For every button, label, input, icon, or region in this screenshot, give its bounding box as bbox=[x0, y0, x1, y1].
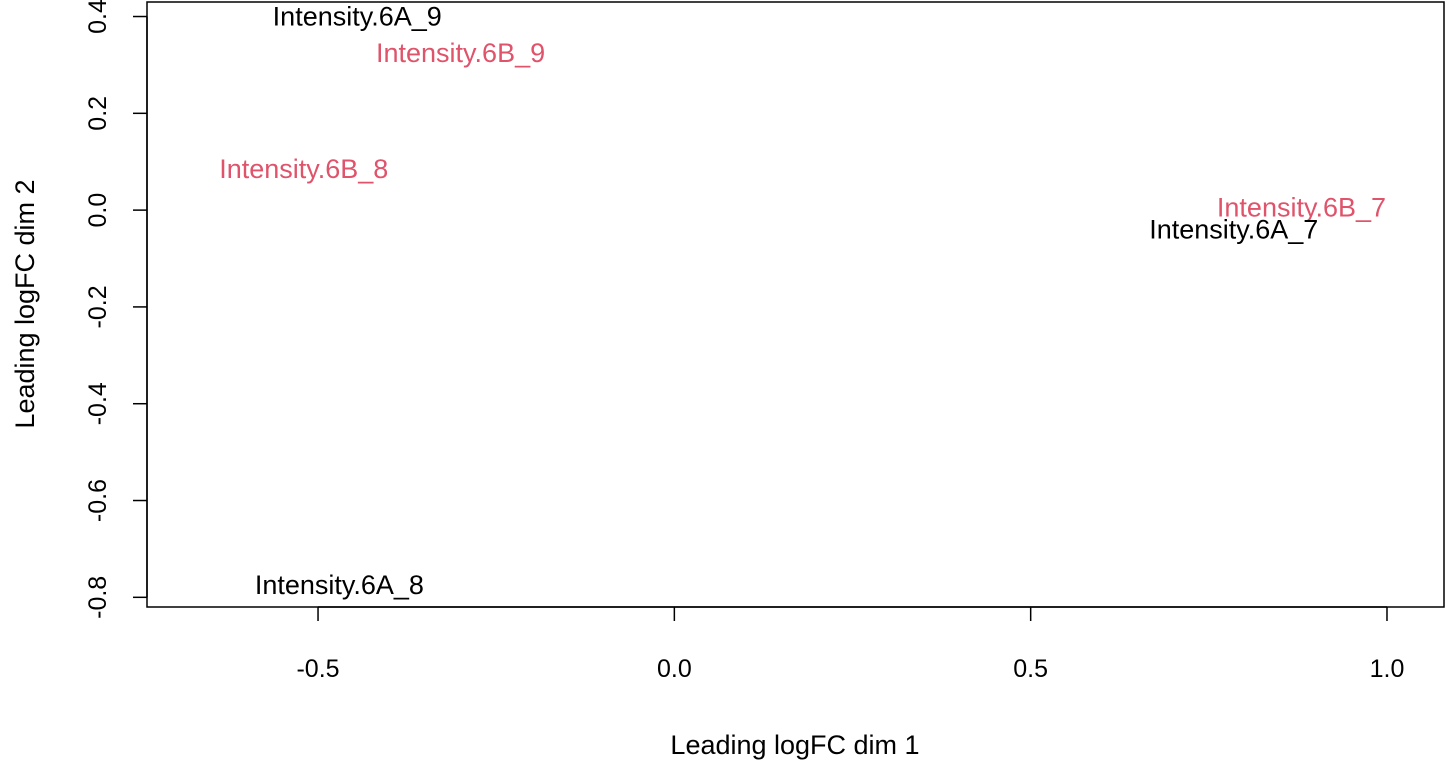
point-label: Intensity.6B_7 bbox=[1217, 193, 1386, 223]
x-tick-label: 0.0 bbox=[657, 655, 692, 683]
y-tick-label: -0.2 bbox=[84, 285, 112, 328]
point-label: Intensity.6B_8 bbox=[219, 154, 388, 184]
plot-area-box bbox=[146, 1, 1445, 608]
point-label: Intensity.6A_9 bbox=[273, 2, 442, 32]
x-axis-title: Leading logFC dim 1 bbox=[670, 730, 919, 760]
x-tick-label: -0.5 bbox=[296, 655, 339, 683]
y-axis-title: Leading logFC dim 2 bbox=[10, 179, 40, 428]
y-tick-label: -0.8 bbox=[84, 576, 112, 619]
x-tick-label: 1.0 bbox=[1370, 655, 1405, 683]
y-tick-label: 0.0 bbox=[84, 193, 112, 228]
y-tick-label: -0.4 bbox=[84, 382, 112, 425]
point-label: Intensity.6A_8 bbox=[255, 570, 424, 600]
point-labels: Intensity.6A_9 Intensity.6B_9 Intensity.6B… bbox=[219, 2, 1386, 601]
x-axis: -0.5 0.0 0.5 1.0 bbox=[296, 606, 1405, 683]
y-tick-label: 0.4 bbox=[84, 0, 112, 34]
point-label: Intensity.6B_9 bbox=[376, 38, 545, 68]
y-tick-label: -0.6 bbox=[84, 479, 112, 522]
y-tick-label: 0.2 bbox=[84, 96, 112, 131]
point-label: Intensity.6A_7 bbox=[1149, 214, 1318, 244]
y-axis: -0.8 -0.6 -0.4 -0.2 0.0 0.2 0.4 bbox=[84, 0, 148, 619]
x-tick-label: 0.5 bbox=[1013, 655, 1048, 683]
